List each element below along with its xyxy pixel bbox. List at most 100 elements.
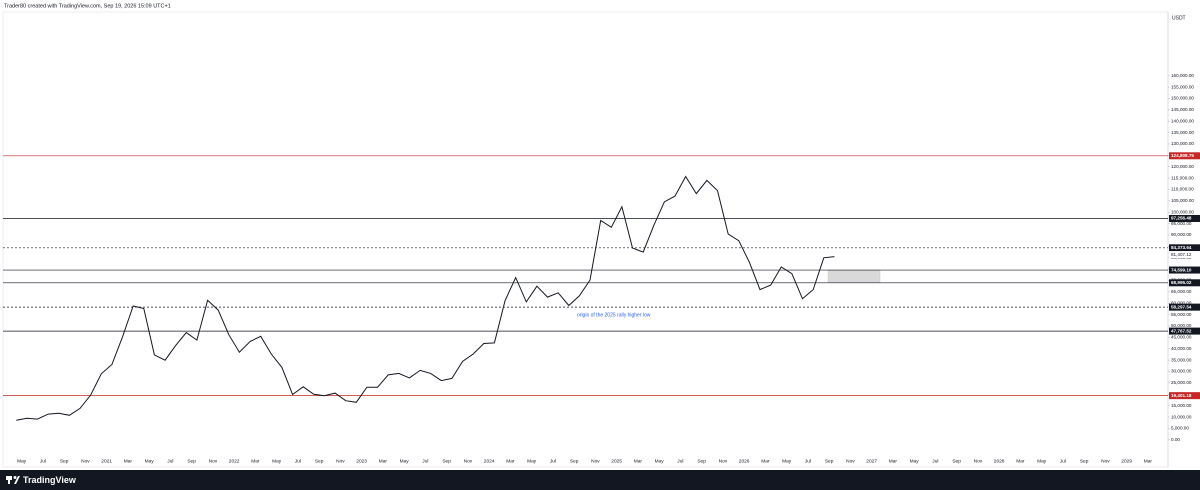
level-label-box [1169, 152, 1200, 160]
footer-logo: TradingView [6, 475, 77, 485]
x-tick-label: Sep [315, 458, 324, 464]
x-tick-label: Jul [677, 458, 683, 464]
header-text: Trader80 created with TradingView.com, S… [4, 3, 171, 9]
x-tick-label: Sep [442, 458, 451, 464]
x-tick-label: Nov [846, 458, 855, 464]
y-tick-label: 150,000.00 [1171, 96, 1194, 101]
x-tick-label: 2023 [356, 458, 367, 464]
x-tick-label: Mar [1016, 458, 1025, 464]
x-tick-label: Mar [251, 458, 260, 464]
supply-zone [827, 269, 881, 283]
x-tick-label: May [655, 458, 665, 464]
x-tick-label: May [400, 458, 410, 464]
footer-brand: TradingView [23, 475, 77, 485]
x-tick-label: Jul [932, 458, 938, 464]
last-price-box [1169, 251, 1200, 259]
x-tick-label: Jul [40, 458, 46, 464]
x-tick-label: May [782, 458, 792, 464]
x-tick-label: Mar [379, 458, 388, 464]
x-tick-label: Jul [550, 458, 556, 464]
x-tick-label: Mar [761, 458, 770, 464]
x-tick-label: Sep [1080, 458, 1089, 464]
level-label: 97,256.48 [1171, 216, 1192, 221]
y-tick-label: 140,000.00 [1171, 118, 1194, 123]
level-label-box [1169, 214, 1200, 222]
y-tick-label: 105,000.00 [1171, 198, 1194, 203]
x-tick-label: May [1037, 458, 1047, 464]
level-label: 47,767.52 [1171, 328, 1192, 333]
x-tick-label: Nov [464, 458, 473, 464]
y-tick-label: 145,000.00 [1171, 107, 1194, 112]
x-tick-label: 2022 [229, 458, 240, 464]
level-label-box [1169, 303, 1200, 311]
y-tick-label: 50,000.00 [1171, 323, 1192, 328]
y-tick-label: 15,000.00 [1171, 403, 1192, 408]
y-tick-label: 65,000.00 [1171, 289, 1192, 294]
x-tick-label: Jul [422, 458, 428, 464]
y-tick-label: 5,000.00 [1171, 426, 1189, 431]
level-label: 124,808.75 [1171, 153, 1194, 158]
x-tick-label: 2027 [866, 458, 877, 464]
x-tick-label: Sep [697, 458, 706, 464]
currency-label: USDT [1172, 15, 1186, 21]
y-tick-label: 35,000.00 [1171, 357, 1192, 362]
last-price-label: 81,407.12 [1171, 252, 1192, 257]
level-label-box [1169, 266, 1200, 274]
level-label: 58,297.54 [1171, 304, 1192, 309]
y-tick-label: 30,000.00 [1171, 369, 1192, 374]
y-tick-label: 60,000.00 [1171, 300, 1192, 305]
y-tick-label: 160,000.00 [1171, 73, 1194, 78]
x-tick-label: Jul [805, 458, 811, 464]
x-tick-label: 2029 [1121, 458, 1132, 464]
x-tick-label: Sep [825, 458, 834, 464]
y-tick-label: 100,000.00 [1171, 209, 1194, 214]
level-label-box [1169, 279, 1200, 287]
y-tick-label: 55,000.00 [1171, 312, 1192, 317]
y-tick-label: 45,000.00 [1171, 335, 1192, 340]
x-tick-label: May [272, 458, 282, 464]
x-tick-label: Nov [209, 458, 218, 464]
x-tick-label: Sep [60, 458, 69, 464]
logo-shape [6, 476, 12, 480]
x-tick-label: May [910, 458, 920, 464]
x-tick-label: Mar [124, 458, 133, 464]
logo-shape [8, 480, 10, 484]
y-tick-label: 120,000.00 [1171, 164, 1194, 169]
logo-shape [13, 476, 17, 479]
level-label: 68,995.02 [1171, 280, 1192, 285]
x-tick-label: Sep [187, 458, 196, 464]
y-tick-label: 0.00 [1171, 437, 1180, 442]
x-tick-label: May [527, 458, 537, 464]
x-tick-label: Jul [295, 458, 301, 464]
level-label-box [1169, 392, 1200, 400]
footer-bar [0, 470, 1200, 490]
y-tick-label: 95,000.00 [1171, 221, 1192, 226]
level-label: 84,373.64 [1171, 245, 1192, 250]
y-tick-label: 10,000.00 [1171, 414, 1192, 419]
x-tick-label: Nov [336, 458, 345, 464]
x-tick-label: Jul [1060, 458, 1066, 464]
y-tick-label: 110,000.00 [1171, 187, 1194, 192]
x-tick-label: 2028 [994, 458, 1005, 464]
x-tick-label: May [17, 458, 27, 464]
y-tick-label: 130,000.00 [1171, 141, 1194, 146]
y-tick-label: 90,000.00 [1171, 232, 1192, 237]
x-tick-label: 2021 [101, 458, 112, 464]
level-label: 19,401.18 [1171, 393, 1192, 398]
x-tick-label: Nov [81, 458, 90, 464]
x-tick-label: Mar [634, 458, 643, 464]
price-line [16, 175, 835, 421]
x-tick-label: 2026 [739, 458, 750, 464]
x-tick-label: Mar [889, 458, 898, 464]
y-tick-label: 115,000.00 [1171, 175, 1194, 180]
y-tick-label: 135,000.00 [1171, 130, 1194, 135]
x-tick-label: Sep [952, 458, 961, 464]
x-tick-label: Nov [1101, 458, 1110, 464]
y-tick-label: 25,000.00 [1171, 380, 1192, 385]
logo-shape [14, 476, 20, 484]
x-tick-label: Jul [167, 458, 173, 464]
annotation: origin of the 2025 rally higher low [577, 312, 651, 318]
y-tick-label: 40,000.00 [1171, 346, 1192, 351]
